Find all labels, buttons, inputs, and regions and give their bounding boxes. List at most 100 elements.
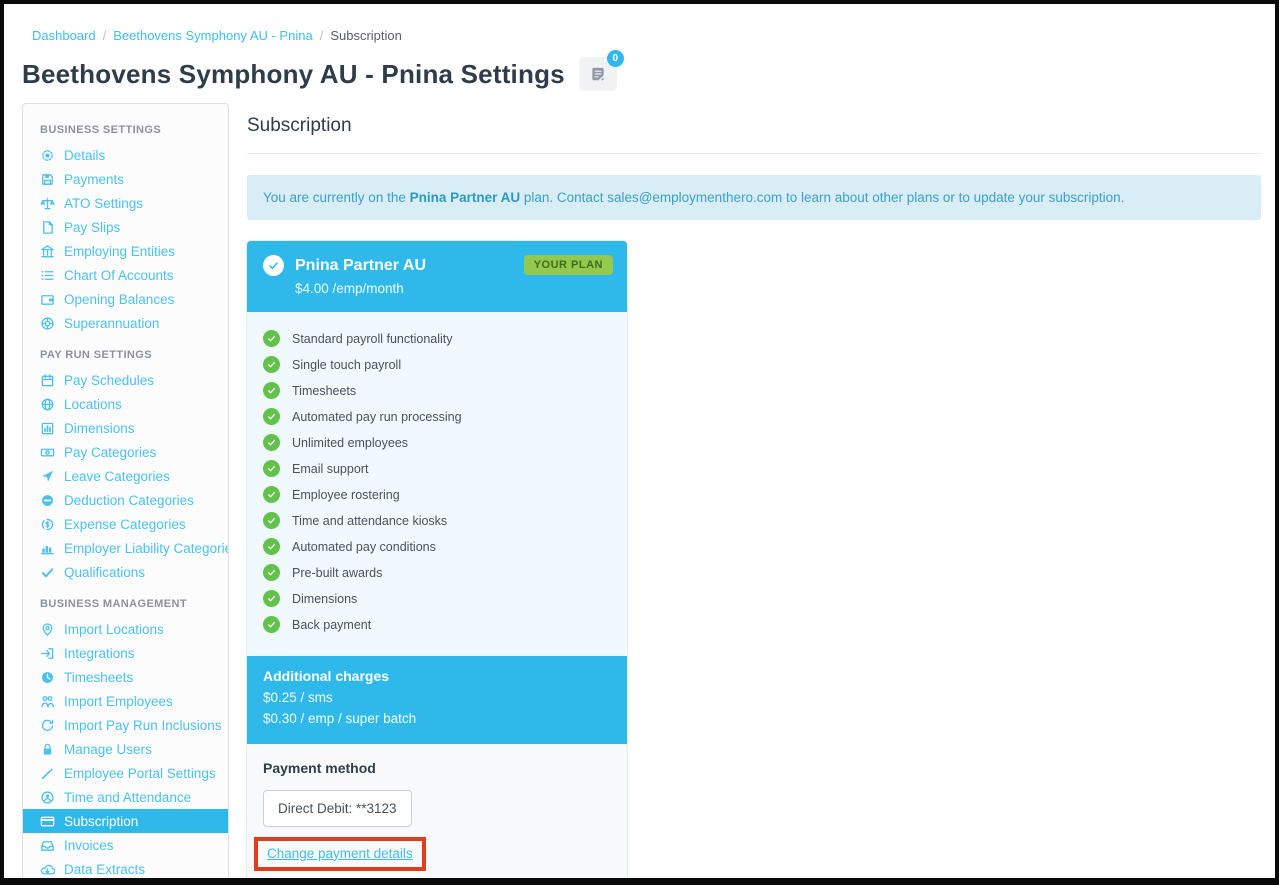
sidebar-item-leave-categories[interactable]: Leave Categories <box>23 464 228 488</box>
sidebar-item-label: Details <box>64 147 106 163</box>
plan-feature-row: Timesheets <box>263 382 611 399</box>
plan-feature-row: Dimensions <box>263 590 611 607</box>
sidebar-item-documents[interactable]: Documents <box>23 881 228 885</box>
feature-check-icon <box>263 616 280 633</box>
feature-check-icon <box>263 330 280 347</box>
sidebar-item-import-locations[interactable]: Import Locations <box>23 617 228 641</box>
chart-icon <box>40 541 55 556</box>
sidebar-item-invoices[interactable]: Invoices <box>23 833 228 857</box>
globe-icon <box>40 397 55 412</box>
scales-icon <box>40 196 55 211</box>
sidebar-item-pay-slips[interactable]: Pay Slips <box>23 215 228 239</box>
payment-method-value: Direct Debit: **3123 <box>263 789 412 827</box>
sidebar-item-import-employees[interactable]: Import Employees <box>23 689 228 713</box>
notes-count-badge: 0 <box>606 50 624 67</box>
user-clock-icon <box>40 790 55 805</box>
bank-icon <box>40 244 55 259</box>
sidebar-item-pay-categories[interactable]: Pay Categories <box>23 440 228 464</box>
document-notes-icon <box>589 65 607 83</box>
plan-feature-row: Time and attendance kiosks <box>263 512 611 529</box>
sidebar-item-manage-users[interactable]: Manage Users <box>23 737 228 761</box>
change-payment-details-link[interactable]: Change payment details <box>267 845 413 861</box>
sidebar-item-employing-entities[interactable]: Employing Entities <box>23 239 228 263</box>
sidebar-item-label: Invoices <box>64 837 114 853</box>
page-title: Beethovens Symphony AU - Pnina Settings <box>22 58 565 89</box>
sidebar-item-opening-balances[interactable]: Opening Balances <box>23 287 228 311</box>
dollar-refresh-icon <box>40 517 55 532</box>
plan-feature-row: Automated pay conditions <box>263 538 611 555</box>
subscription-info-alert: You are currently on the Pnina Partner A… <box>247 175 1261 220</box>
sidebar-item-pay-schedules[interactable]: Pay Schedules <box>23 368 228 392</box>
sidebar-item-label: Deduction Categories <box>64 492 194 508</box>
sidebar-item-qualifications[interactable]: Qualifications <box>23 560 228 584</box>
sidebar-item-locations[interactable]: Locations <box>23 392 228 416</box>
additional-charges-panel: Additional charges $0.25 / sms $0.30 / e… <box>247 656 627 744</box>
sidebar-item-label: Import Employees <box>64 693 173 709</box>
plan-feature-row: Automated pay run processing <box>263 408 611 425</box>
plan-feature-row: Single touch payroll <box>263 356 611 373</box>
feature-label: Automated pay run processing <box>292 409 462 424</box>
inbox-icon <box>40 838 55 853</box>
sidebar-item-superannuation[interactable]: Superannuation <box>23 311 228 335</box>
sidebar-item-subscription[interactable]: Subscription <box>23 809 228 833</box>
people-icon <box>40 694 55 709</box>
breadcrumb-separator: / <box>102 28 107 43</box>
sidebar-item-label: Opening Balances <box>64 291 175 307</box>
sidebar-item-label: Chart Of Accounts <box>64 267 174 283</box>
sidebar-item-expense-categories[interactable]: Expense Categories <box>23 512 228 536</box>
banknote-icon <box>40 445 55 460</box>
sidebar-item-employee-portal-settings[interactable]: Employee Portal Settings <box>23 761 228 785</box>
feature-check-icon <box>263 538 280 555</box>
feature-label: Single touch payroll <box>292 357 402 372</box>
sidebar-item-label: Import Locations <box>64 621 164 637</box>
plan-feature-row: Unlimited employees <box>263 434 611 451</box>
sidebar-item-deduction-categories[interactable]: Deduction Categories <box>23 488 228 512</box>
sidebar-item-time-and-attendance[interactable]: Time and Attendance <box>23 785 228 809</box>
sidebar-item-label: Leave Categories <box>64 468 170 484</box>
minus-circle-icon <box>40 493 55 508</box>
settings-sidebar: BUSINESS SETTINGS Details Payments ATO S… <box>22 103 229 885</box>
sidebar-item-integrations[interactable]: Integrations <box>23 641 228 665</box>
feature-label: Email support <box>292 461 369 476</box>
sidebar-item-label: Employee Portal Settings <box>64 765 216 781</box>
feature-label: Employee rostering <box>292 487 400 502</box>
sidebar-item-ato-settings[interactable]: ATO Settings <box>23 191 228 215</box>
feature-check-icon <box>263 382 280 399</box>
sidebar-item-details[interactable]: Details <box>23 143 228 167</box>
sidebar-item-payments[interactable]: Payments <box>23 167 228 191</box>
sign-in-icon <box>40 646 55 661</box>
feature-label: Pre-built awards <box>292 565 383 580</box>
refresh-icon <box>40 718 55 733</box>
sidebar-item-label: Payments <box>64 171 125 187</box>
sidebar-item-chart-of-accounts[interactable]: Chart Of Accounts <box>23 263 228 287</box>
sidebar-item-label: Manage Users <box>64 741 152 757</box>
notes-button[interactable]: 0 <box>578 50 624 91</box>
sidebar-item-label: Pay Categories <box>64 444 157 460</box>
sidebar-item-data-extracts[interactable]: Data Extracts <box>23 857 228 878</box>
breadcrumb: Dashboard / Beethovens Symphony AU - Pnina… <box>4 4 1275 43</box>
sidebar-section-heading: PAY RUN SETTINGS <box>40 349 152 361</box>
clock-icon <box>40 670 55 685</box>
sidebar-item-import-pay-run-inclusions[interactable]: Import Pay Run Inclusions <box>23 713 228 737</box>
lifebuoy-icon <box>40 316 55 331</box>
lock-icon <box>40 742 55 757</box>
payment-method-label: Payment method <box>263 759 376 776</box>
sidebar-item-label: Time and Attendance <box>64 789 192 805</box>
sidebar-item-timesheets[interactable]: Timesheets <box>23 665 228 689</box>
sidebar-section: PAY RUN SETTINGS Pay Schedules Locations… <box>23 335 228 584</box>
calendar-icon <box>40 373 55 388</box>
sidebar-item-label: Locations <box>64 396 122 412</box>
section-title: Subscription <box>247 115 352 136</box>
payment-section: Payment method Direct Debit: **3123 Chan… <box>247 743 627 878</box>
breadcrumb-link[interactable]: Dashboard <box>32 28 96 43</box>
breadcrumb-separator: / <box>319 28 324 43</box>
sidebar-item-employer-liability-categories[interactable]: Employer Liability Categories <box>23 536 228 560</box>
sidebar-section-heading: BUSINESS SETTINGS <box>40 124 162 136</box>
breadcrumb-link[interactable]: Beethovens Symphony AU - Pnina <box>113 28 313 43</box>
sidebar-section: BUSINESS MANAGEMENT Import Locations Int… <box>23 584 228 885</box>
annotation-highlight-box: Change payment details <box>254 836 426 871</box>
feature-label: Time and attendance kiosks <box>292 513 448 528</box>
plane-icon <box>40 469 55 484</box>
sidebar-item-dimensions[interactable]: Dimensions <box>23 416 228 440</box>
